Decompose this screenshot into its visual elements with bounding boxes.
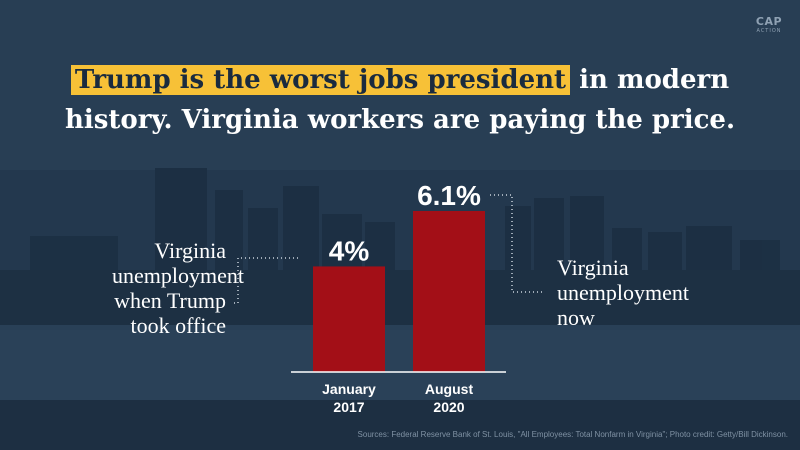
source-credit: Sources: Federal Reserve Bank of St. Lou…: [357, 430, 788, 439]
right-annotation-line: unemployment: [557, 280, 689, 305]
x-tick-label: 2017: [333, 399, 364, 415]
left-connector-line: [232, 257, 298, 304]
left-annotation-line: Virginia: [154, 238, 226, 263]
bar: [313, 266, 385, 372]
left-annotation-line: when Trump: [114, 288, 226, 313]
right-annotation: Virginia unemployment now: [557, 255, 689, 330]
headline-highlight: Trump is the worst jobs president: [70, 65, 571, 95]
x-tick-label: January: [322, 381, 376, 397]
headline-rest: in modern: [570, 65, 730, 95]
logo-text: CAP: [755, 15, 783, 28]
bar-value-label: 6.1%: [417, 180, 481, 211]
headline: Trump is the worst jobs president in mod…: [0, 60, 800, 140]
right-connector-line: [490, 194, 545, 293]
right-annotation-line: now: [557, 305, 595, 330]
left-annotation-line: took office: [130, 313, 226, 338]
x-tick-label: 2020: [433, 399, 464, 415]
right-annotation-line: Virginia: [557, 255, 629, 280]
bar: [413, 211, 485, 372]
cap-action-logo: CAP ACTION: [752, 16, 786, 35]
headline-line-2: history. Virginia workers are paying the…: [64, 105, 736, 135]
x-tick-label: August: [425, 381, 474, 397]
left-annotation-line: unemployment: [112, 263, 244, 288]
bar-value-label: 4%: [329, 235, 370, 266]
headline-line-1: Trump is the worst jobs president in mod…: [0, 60, 800, 100]
left-annotation: Virginia unemployment when Trump took of…: [112, 238, 244, 338]
logo-subtext: ACTION: [756, 28, 782, 34]
